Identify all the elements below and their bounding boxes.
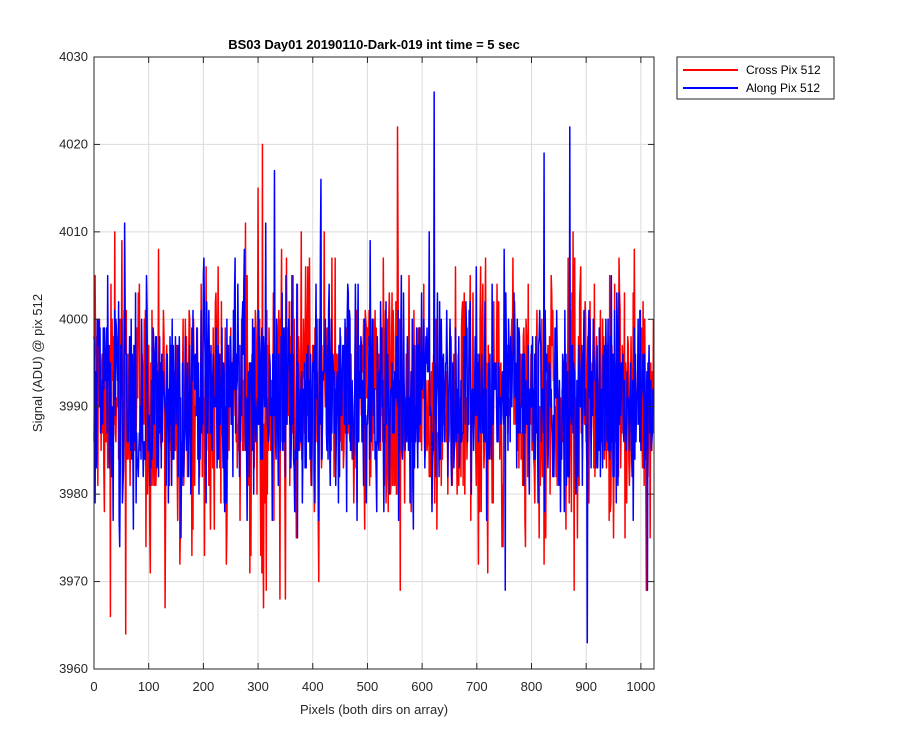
plot-area: 0 100 200 300 400 500 600 700 800 900 1000 3960 3970… bbox=[59, 49, 655, 694]
x-tick-label: 900 bbox=[575, 679, 597, 694]
chart-title: BS03 Day01 20190110-Dark-019 int time = … bbox=[228, 37, 520, 52]
legend: Cross Pix 512 Along Pix 512 bbox=[676, 56, 835, 100]
y-tick-label: 3980 bbox=[59, 486, 88, 501]
x-tick-label: 200 bbox=[193, 679, 215, 694]
y-tick-label: 3990 bbox=[59, 399, 88, 414]
y-tick-label: 3960 bbox=[59, 661, 88, 676]
legend-label-along: Along Pix 512 bbox=[746, 81, 820, 95]
y-tick-label: 4010 bbox=[59, 224, 88, 239]
x-tick-label: 400 bbox=[302, 679, 324, 694]
series-line-along-pix-512 bbox=[93, 91, 655, 644]
x-tick-label: 300 bbox=[247, 679, 269, 694]
legend-label-cross: Cross Pix 512 bbox=[746, 63, 821, 77]
ticks: 0 100 200 300 400 500 600 700 800 900 1000 3960 3970… bbox=[59, 49, 655, 694]
series-layer bbox=[93, 91, 655, 644]
x-tick-label: 100 bbox=[138, 679, 160, 694]
y-tick-label: 4000 bbox=[59, 311, 88, 326]
y-axis-label: Signal (ADU) @ pix 512 bbox=[30, 294, 45, 432]
x-tick-label: 0 bbox=[90, 679, 97, 694]
legend-box bbox=[676, 56, 835, 100]
x-tick-label: 600 bbox=[411, 679, 433, 694]
y-tick-label: 4020 bbox=[59, 136, 88, 151]
y-tick-label: 3970 bbox=[59, 574, 88, 589]
y-tick-label: 4030 bbox=[59, 49, 88, 64]
x-tick-label: 500 bbox=[357, 679, 379, 694]
x-axis-label: Pixels (both dirs on array) bbox=[300, 702, 448, 717]
axes-box bbox=[93, 56, 655, 670]
x-tick-label: 1000 bbox=[626, 679, 655, 694]
x-tick-label: 800 bbox=[521, 679, 543, 694]
x-tick-label: 700 bbox=[466, 679, 488, 694]
